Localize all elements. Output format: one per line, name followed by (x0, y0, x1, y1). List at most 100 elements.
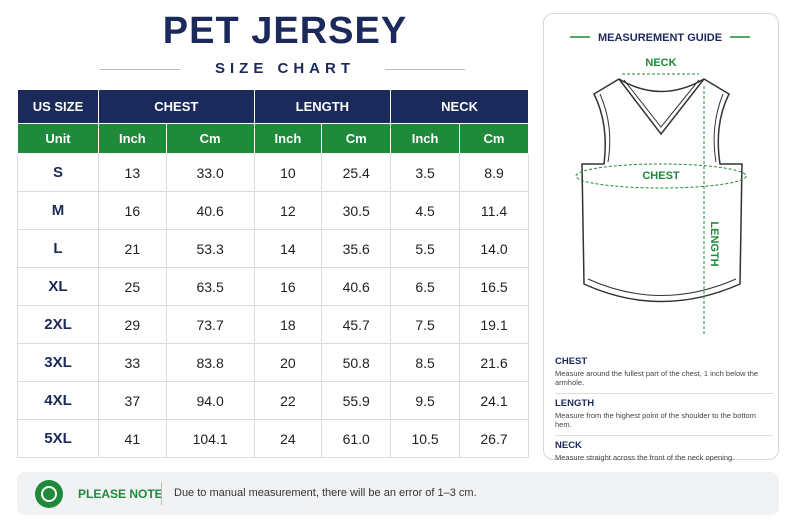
rule (100, 69, 180, 70)
cell: 8.5 (390, 343, 461, 382)
cell: 21.6 (459, 343, 529, 382)
cell: 37 (98, 381, 167, 420)
group-header: US SIZE (17, 89, 99, 124)
size-table: US SIZE CHEST LENGTH NECK Unit Inch Cm Inch Cm In… (17, 89, 529, 458)
cell: 6.5 (390, 267, 461, 306)
note-text: Due to manual measurement, there will be… (174, 487, 477, 499)
guide-text: Measure from the highest point of the sh… (555, 411, 756, 429)
guide-item: NECK Measure straight across the front of… (555, 436, 773, 468)
cell: 25.4 (321, 153, 392, 192)
cell: 20 (253, 343, 323, 382)
title: PET JERSEY (162, 10, 408, 52)
cell: 9.5 (390, 381, 461, 420)
cell: 104.1 (165, 419, 255, 458)
cell: 50.8 (321, 343, 392, 382)
cell: 94.0 (165, 381, 255, 420)
size-row: L 21 53.3 14 35.6 5.5 14.0 (17, 229, 529, 268)
size-cell: 5XL (17, 419, 99, 458)
guide-text: Measure around the fullest part of the c… (555, 369, 759, 387)
guide-text: Measure straight across the front of the… (555, 453, 735, 462)
cell: 21 (98, 229, 167, 268)
group-header: NECK (390, 89, 529, 124)
cell: 63.5 (165, 267, 255, 306)
cell: 5.5 (390, 229, 461, 268)
size-row: 3XL 33 83.8 20 50.8 8.5 21.6 (17, 343, 529, 382)
unit-header: Cm (165, 123, 255, 154)
cell: 4.5 (390, 191, 461, 230)
cell: 41 (98, 419, 167, 458)
cell: 83.8 (165, 343, 255, 382)
cell: 16 (253, 267, 323, 306)
guide-panel: MEASUREMENT GUIDE NECK CHEST LENGTH CHES… (543, 13, 779, 462)
cell: 10.5 (390, 419, 461, 458)
cell: 33 (98, 343, 167, 382)
guide-item: LENGTH Measure from the highest point of … (555, 394, 773, 436)
cell: 18 (253, 305, 323, 344)
size-cell: S (17, 153, 99, 192)
size-cell: L (17, 229, 99, 268)
guide-term: NECK (555, 440, 582, 451)
guide-term: LENGTH (555, 398, 595, 409)
cell: 45.7 (321, 305, 392, 344)
cell: 22 (253, 381, 323, 420)
cell: 26.7 (459, 419, 529, 458)
chest-label: CHEST (642, 170, 680, 182)
unit-header: Inch (253, 123, 323, 154)
unit-header: Cm (459, 123, 529, 154)
cell: 40.6 (165, 191, 255, 230)
cell: 29 (98, 305, 167, 344)
cell: 7.5 (390, 305, 461, 344)
size-cell: 3XL (17, 343, 99, 382)
size-row: XL 25 63.5 16 40.6 6.5 16.5 (17, 267, 529, 306)
neck-label: NECK (645, 57, 676, 69)
size-cell: 2XL (17, 305, 99, 344)
size-row: M 16 40.6 12 30.5 4.5 11.4 (17, 191, 529, 230)
size-cell: 4XL (17, 381, 99, 420)
tape-icon (35, 480, 63, 508)
note-box: PLEASE NOTE Due to manual measurement, t… (17, 472, 779, 515)
cell: 12 (253, 191, 323, 230)
cell: 61.0 (321, 419, 392, 458)
cell: 73.7 (165, 305, 255, 344)
guide-title: MEASUREMENT GUIDE (598, 32, 722, 44)
unit-header: Unit (17, 123, 99, 154)
guide-term: CHEST (555, 356, 588, 367)
cell: 16 (98, 191, 167, 230)
unit-header: Cm (321, 123, 392, 154)
cell: 24 (253, 419, 323, 458)
cell: 10 (253, 153, 323, 192)
group-header: CHEST (98, 89, 255, 124)
cell: 40.6 (321, 267, 392, 306)
rule (385, 69, 465, 70)
size-row: 4XL 37 94.0 22 55.9 9.5 24.1 (17, 381, 529, 420)
cell: 14 (253, 229, 323, 268)
cell: 3.5 (390, 153, 461, 192)
cell: 35.6 (321, 229, 392, 268)
unit-row: Unit Inch Cm Inch Cm Inch Cm (17, 123, 529, 154)
cell: 16.5 (459, 267, 529, 306)
cell: 19.1 (459, 305, 529, 344)
note-label: PLEASE NOTE (78, 487, 163, 501)
cell: 53.3 (165, 229, 255, 268)
length-label: LENGTH (708, 221, 720, 266)
cell: 13 (98, 153, 167, 192)
cell: 14.0 (459, 229, 529, 268)
size-cell: M (17, 191, 99, 230)
group-header: LENGTH (253, 89, 392, 124)
jersey-diagram: MEASUREMENT GUIDE NECK CHEST LENGTH (570, 32, 750, 334)
cell: 30.5 (321, 191, 392, 230)
cell: 33.0 (165, 153, 255, 192)
cell: 25 (98, 267, 167, 306)
cell: 55.9 (321, 381, 392, 420)
cell: 24.1 (459, 381, 529, 420)
size-row: 5XL 41 104.1 24 61.0 10.5 26.7 (17, 419, 529, 458)
subtitle: SIZE CHART (215, 60, 355, 77)
size-row: 2XL 29 73.7 18 45.7 7.5 19.1 (17, 305, 529, 344)
guide-item: CHEST Measure around the fullest part of … (555, 352, 773, 394)
size-row: S 13 33.0 10 25.4 3.5 8.9 (17, 153, 529, 192)
unit-header: Inch (390, 123, 461, 154)
group-row: US SIZE CHEST LENGTH NECK (17, 89, 529, 124)
size-cell: XL (17, 267, 99, 306)
cell: 11.4 (459, 191, 529, 230)
